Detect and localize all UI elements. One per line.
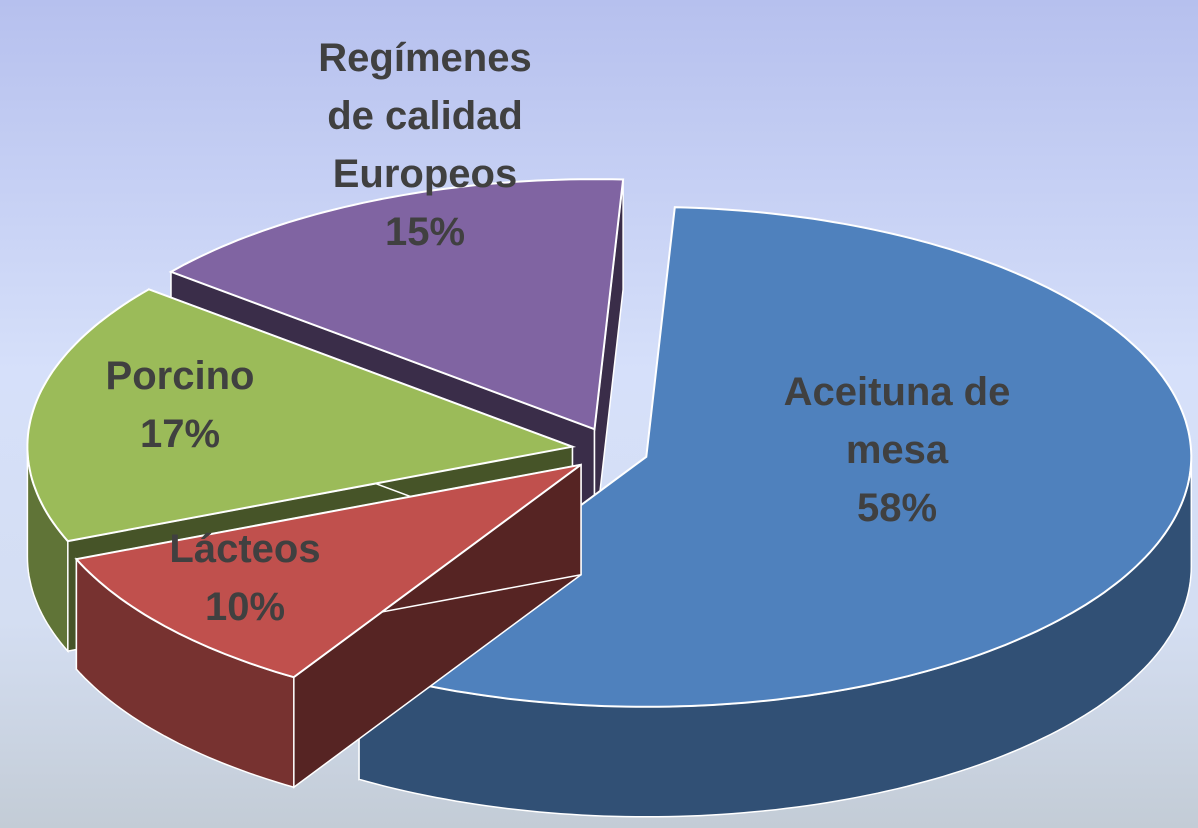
slice — [74, 463, 582, 679]
value-label: 17% — [139, 412, 221, 456]
slice-label: Lácteos 10% — [145, 520, 345, 636]
category-label: Lácteos — [169, 527, 321, 571]
slice — [26, 288, 577, 543]
value-label: 15% — [384, 210, 466, 254]
value-label: 58% — [856, 486, 938, 530]
slice-label: Aceituna de mesa 58% — [782, 363, 1012, 537]
value-label: 10% — [204, 585, 286, 629]
category-label: Porcino — [105, 354, 255, 398]
category-label: Regímenes de calidad Europeos — [318, 36, 532, 196]
category-label: Aceituna de mesa — [783, 370, 1011, 472]
slice — [168, 178, 625, 431]
slice-label: Regímenes de calidad Europeos 15% — [290, 29, 560, 261]
slice-label: Porcino 17% — [80, 347, 280, 463]
